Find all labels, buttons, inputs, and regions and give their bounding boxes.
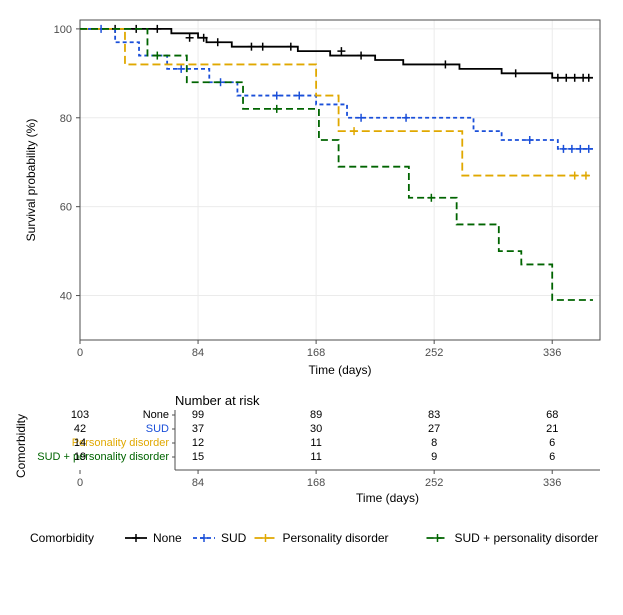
risk-table-title: Number at risk <box>175 393 260 408</box>
risk-value: 37 <box>192 423 204 435</box>
y-tick-label: 80 <box>60 113 72 125</box>
risk-value: 6 <box>549 451 555 463</box>
legend-item-label: SUD + personality disorder <box>455 531 599 545</box>
risk-value: 27 <box>428 423 440 435</box>
risk-value: 99 <box>192 409 204 421</box>
x-tick-label: 0 <box>77 347 83 359</box>
risk-value: 21 <box>546 423 558 435</box>
risk-xtick: 168 <box>307 477 325 489</box>
legend-item-label: Personality disorder <box>283 531 389 545</box>
risk-value: 12 <box>192 437 204 449</box>
survival-chart: 0 84 168 252 336 40 60 80 100 Time (days) Survival… <box>10 10 613 390</box>
risk-table: Number at riskComorbidityNone10399898368… <box>10 390 613 520</box>
risk-xtick: 336 <box>543 477 561 489</box>
risk-row-label: None <box>143 409 169 421</box>
risk-value: 6 <box>549 437 555 449</box>
risk-row-label: SUD + personality disorder <box>37 451 169 463</box>
risk-value: 9 <box>431 451 437 463</box>
legend-item-label: None <box>153 531 182 545</box>
risk-value: 42 <box>74 423 86 435</box>
legend-item-label: SUD <box>221 531 247 545</box>
risk-xtick: 0 <box>77 477 83 489</box>
risk-xlabel: Time (days) <box>356 491 419 505</box>
risk-value: 11 <box>310 437 321 449</box>
risk-row-label: Personality disorder <box>72 437 170 449</box>
x-tick-label: 336 <box>543 347 561 359</box>
x-axis-label: Time (days) <box>309 363 372 377</box>
risk-value: 68 <box>546 409 558 421</box>
x-tick-label: 84 <box>192 347 204 359</box>
risk-value: 8 <box>431 437 437 449</box>
y-tick-label: 100 <box>54 24 72 36</box>
risk-xtick: 84 <box>192 477 204 489</box>
x-tick-label: 252 <box>425 347 443 359</box>
risk-value: 14 <box>74 437 86 449</box>
risk-value: 19 <box>74 451 86 463</box>
legend-title: Comorbidity <box>30 531 94 545</box>
legend: Comorbidity None SUD Personality disorder SU… <box>10 520 613 560</box>
risk-xtick: 252 <box>425 477 443 489</box>
risk-row-label: SUD <box>146 423 169 435</box>
risk-value: 89 <box>310 409 322 421</box>
y-axis-label: Survival probability (%) <box>24 119 38 242</box>
y-tick-label: 40 <box>60 291 72 303</box>
y-tick-label: 60 <box>60 202 72 214</box>
risk-value: 30 <box>310 423 322 435</box>
x-tick-label: 168 <box>307 347 325 359</box>
risk-ylabel: Comorbidity <box>14 414 28 478</box>
risk-value: 11 <box>310 451 321 463</box>
risk-value: 103 <box>71 409 89 421</box>
survival-line-sud <box>80 29 593 149</box>
risk-value: 15 <box>192 451 204 463</box>
risk-value: 83 <box>428 409 440 421</box>
survival-line-personality-disorder <box>80 29 593 176</box>
